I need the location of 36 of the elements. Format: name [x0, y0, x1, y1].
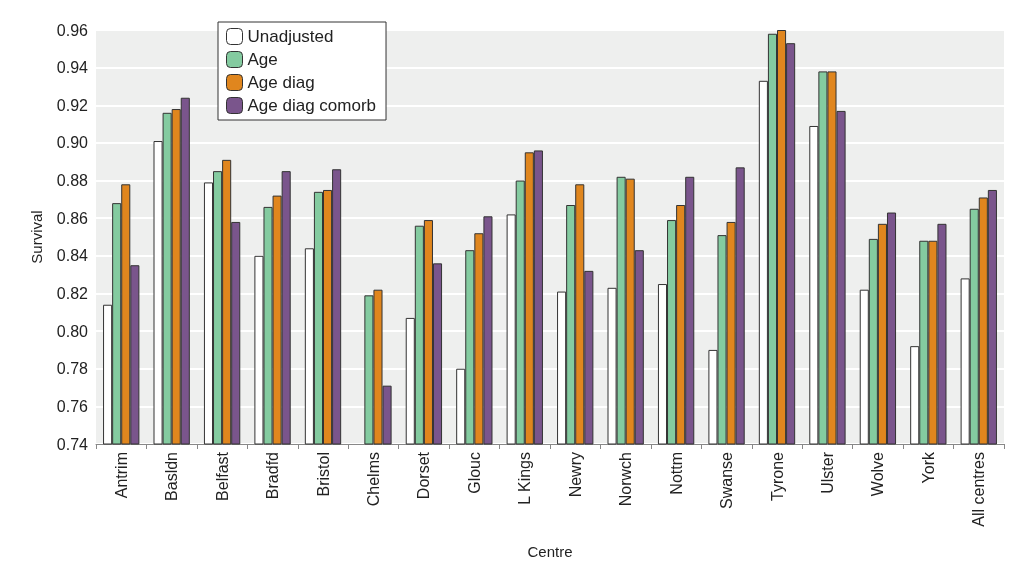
y-tick-label: 0.92	[56, 96, 89, 114]
y-tick-label: 0.94	[56, 59, 89, 77]
y-tick-label: 0.74	[56, 435, 89, 453]
x-tick-label: Norwch	[617, 452, 635, 507]
x-tick-label: Ulster	[818, 451, 836, 494]
x-tick-label: Swanse	[718, 451, 736, 509]
x-tick-label: York	[919, 451, 937, 484]
y-tick-label: 0.80	[56, 322, 89, 340]
x-tick-label: Newry	[566, 452, 584, 498]
legend-label: Age	[247, 50, 278, 69]
x-tick-label: L Kings	[516, 452, 534, 505]
y-tick-label: 0.86	[56, 209, 89, 227]
x-tick-label: Antrim	[112, 452, 130, 499]
y-tick-label: 0.90	[56, 134, 89, 152]
y-tick-label: 0.82	[56, 284, 89, 302]
y-tick-label: 0.78	[56, 360, 89, 378]
legend-label: Age diag	[247, 73, 315, 92]
x-tick-label: Wolve	[869, 451, 887, 497]
x-tick-label: Chelms	[364, 452, 382, 507]
x-tick-label: Glouc	[465, 452, 483, 494]
x-tick-label: Nottm	[667, 452, 685, 495]
legend-label: Unadjusted	[247, 27, 334, 46]
y-tick-label: 0.88	[56, 172, 89, 190]
y-tick-label: 0.76	[56, 397, 89, 415]
x-tick-label: Dorset	[415, 451, 433, 500]
x-tick-label: All centres	[970, 452, 988, 527]
x-tick-label: Tyrone	[768, 451, 786, 501]
y-axis-title: Survival	[28, 210, 45, 264]
y-tick-label: 0.84	[56, 247, 89, 265]
x-axis-title: Centre	[527, 543, 573, 560]
x-tick-label: Basldn	[163, 452, 181, 501]
x-tick-label: Belfast	[213, 451, 231, 501]
y-tick-label: 0.96	[56, 21, 89, 39]
x-tick-label: Bristol	[314, 452, 332, 497]
legend-label: Age diag comorb	[247, 96, 377, 115]
x-tick-label: Bradfd	[264, 452, 282, 500]
